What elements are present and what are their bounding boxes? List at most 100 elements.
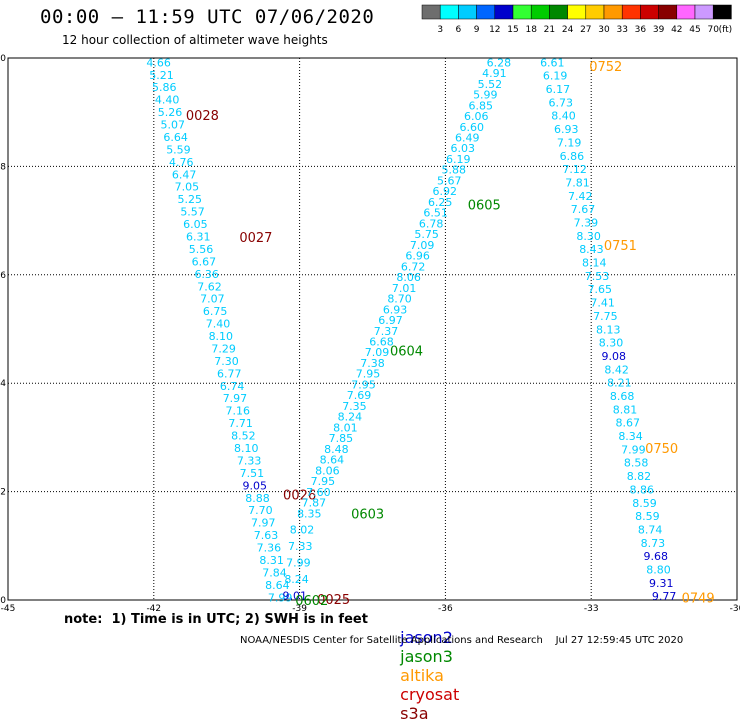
wave-height-label: 7.99 <box>286 557 311 570</box>
wave-height-label: 8.59 <box>632 497 657 510</box>
wave-height-label: 6.74 <box>220 380 245 393</box>
wave-height-label: 8.88 <box>245 492 270 505</box>
wave-height-label: 7.38 <box>360 357 385 370</box>
wave-height-label: 8.13 <box>596 323 621 336</box>
wave-height-label: 7.97 <box>223 392 248 405</box>
wave-height-label: 6.72 <box>401 260 426 273</box>
wave-height-label: 7.71 <box>228 417 253 430</box>
wave-height-label: 6.93 <box>383 303 408 316</box>
satellite-cryosat: cryosat <box>400 685 460 704</box>
wave-height-label: 6.97 <box>378 314 403 327</box>
pass-label: 0604 <box>390 345 423 360</box>
wave-height-label: 5.86 <box>152 81 177 94</box>
colorbar-label: 45 <box>689 25 700 35</box>
wave-height-label: 7.39 <box>574 216 599 229</box>
wave-height-label: 8.30 <box>599 337 624 350</box>
wave-height-label: 6.51 <box>423 207 448 220</box>
wave-height-label: 8.40 <box>551 110 576 123</box>
x-tick-label: -36 <box>438 604 453 614</box>
satellite-jason2: jason2 <box>400 628 453 647</box>
chart-subtitle: 12 hour collection of altimeter wave hei… <box>62 33 328 47</box>
wave-height-label: 6.03 <box>451 142 476 155</box>
wave-height-label: 7.42 <box>568 190 593 203</box>
wave-height-label: 8.35 <box>297 507 322 520</box>
wave-height-label: 7.35 <box>342 400 367 413</box>
colorbar-label: 24 <box>562 25 574 35</box>
satellite-legend: jason2 jason3 altika cryosat s3a <box>390 609 469 723</box>
chart-title: 00:00 – 11:59 UTC 07/06/2020 <box>40 6 375 28</box>
colorbar-label: 18 <box>525 25 537 35</box>
wave-height-label: 7.60 <box>306 486 331 499</box>
wave-height-label: 6.19 <box>446 153 471 166</box>
wave-height-label: 8.06 <box>315 464 340 477</box>
wave-height-label: 6.64 <box>163 131 188 144</box>
wave-height-label: 7.41 <box>590 297 615 310</box>
wave-height-label: 8.68 <box>610 390 635 403</box>
pass-label: 0027 <box>239 231 272 246</box>
wave-height-label: 4.40 <box>155 94 180 107</box>
wave-height-label: 7.69 <box>347 389 372 402</box>
colorbar-label: 39 <box>653 25 665 35</box>
track-0602-0603-0604-0605: 6.284.915.525.996.856.066.606.496.036.19… <box>295 56 511 609</box>
wave-height-label: 6.92 <box>432 185 457 198</box>
wave-height-label: 8.74 <box>638 523 663 536</box>
satellite-s3a: s3a <box>400 704 429 723</box>
wave-height-label: 8.43 <box>579 243 604 256</box>
pass-label: 0749 <box>682 591 715 606</box>
colorbar-label: 15 <box>507 25 518 35</box>
wave-height-label: 9.68 <box>643 550 668 563</box>
x-tick-label: -45 <box>1 604 16 614</box>
track-0025: 8.02 7.33 7.99 8.24 9.01 0025 <box>282 524 350 608</box>
colorbar-label: 21 <box>544 25 555 35</box>
wave-height-label: 5.26 <box>158 106 183 119</box>
wave-height-label: 9.08 <box>602 350 627 363</box>
wave-height-label: 6.05 <box>183 218 208 231</box>
wave-height-label: 9.77 <box>652 590 677 603</box>
wave-height-label: 6.47 <box>172 168 197 181</box>
pass-label: 0025 <box>317 593 350 608</box>
track-0752-0751-0750-0749: 6.616.196.176.738.406.937.196.867.127.81… <box>540 56 715 606</box>
colorbar-label: 30 <box>598 25 610 35</box>
wave-height-label: 8.10 <box>234 442 259 455</box>
wave-height-label: 8.59 <box>635 510 660 523</box>
wave-height-label: 6.67 <box>192 255 217 268</box>
wave-height-label: 6.86 <box>560 150 585 163</box>
wave-height-label: 8.82 <box>627 470 652 483</box>
color-legend: 3 6 9 12 15 18 21 24 27 30 33 36 39 42 45 70 (ft) <box>421 4 733 35</box>
wave-height-label: 7.99 <box>268 591 293 604</box>
y-tick-label: 20 <box>0 596 6 606</box>
wave-height-label: 8.24 <box>338 411 363 424</box>
colorbar-label: 36 <box>635 25 647 35</box>
wave-height-label: 6.73 <box>548 96 573 109</box>
wave-height-label: 7.95 <box>351 378 376 391</box>
wave-height-label: 7.95 <box>311 475 336 488</box>
plot-frame <box>7 57 738 601</box>
wave-height-label: 7.62 <box>197 280 222 293</box>
wave-height-label: 8.52 <box>231 430 256 443</box>
wave-height-label: 7.09 <box>410 239 435 252</box>
wave-height-label: 6.96 <box>405 250 430 263</box>
wave-height-label: 7.05 <box>175 181 200 194</box>
wave-height-label: 6.06 <box>464 110 489 123</box>
satellite-altika: altika <box>400 666 444 685</box>
y-tick-label: 22 <box>0 488 6 498</box>
colorbar-label: (ft) <box>719 25 733 35</box>
track-0028-0027-0026: 4.665.215.864.405.265.076.645.594.766.47… <box>146 56 316 604</box>
wave-height-label: 7.99 <box>621 443 646 456</box>
credit-timestamp: Jul 27 12:59:45 UTC 2020 <box>555 635 684 646</box>
wave-height-label: 7.67 <box>571 203 596 216</box>
wave-height-label: 7.12 <box>562 163 587 176</box>
wave-height-label: 7.84 <box>262 566 287 579</box>
wave-height-label: 5.59 <box>166 143 191 156</box>
wave-height-label: 7.81 <box>565 176 590 189</box>
colorbar-swatch <box>712 4 732 20</box>
wave-height-label: 8.42 <box>604 363 629 376</box>
wave-height-label: 9.05 <box>242 479 267 492</box>
colorbar-label: 9 <box>474 25 480 35</box>
wave-height-label: 5.57 <box>180 206 205 219</box>
wave-height-label: 9.31 <box>649 577 674 590</box>
wave-height-label: 6.93 <box>554 123 579 136</box>
y-tick-label: 26 <box>0 271 6 281</box>
wave-height-label: 7.63 <box>254 529 279 542</box>
wave-height-label: 6.31 <box>186 231 211 244</box>
